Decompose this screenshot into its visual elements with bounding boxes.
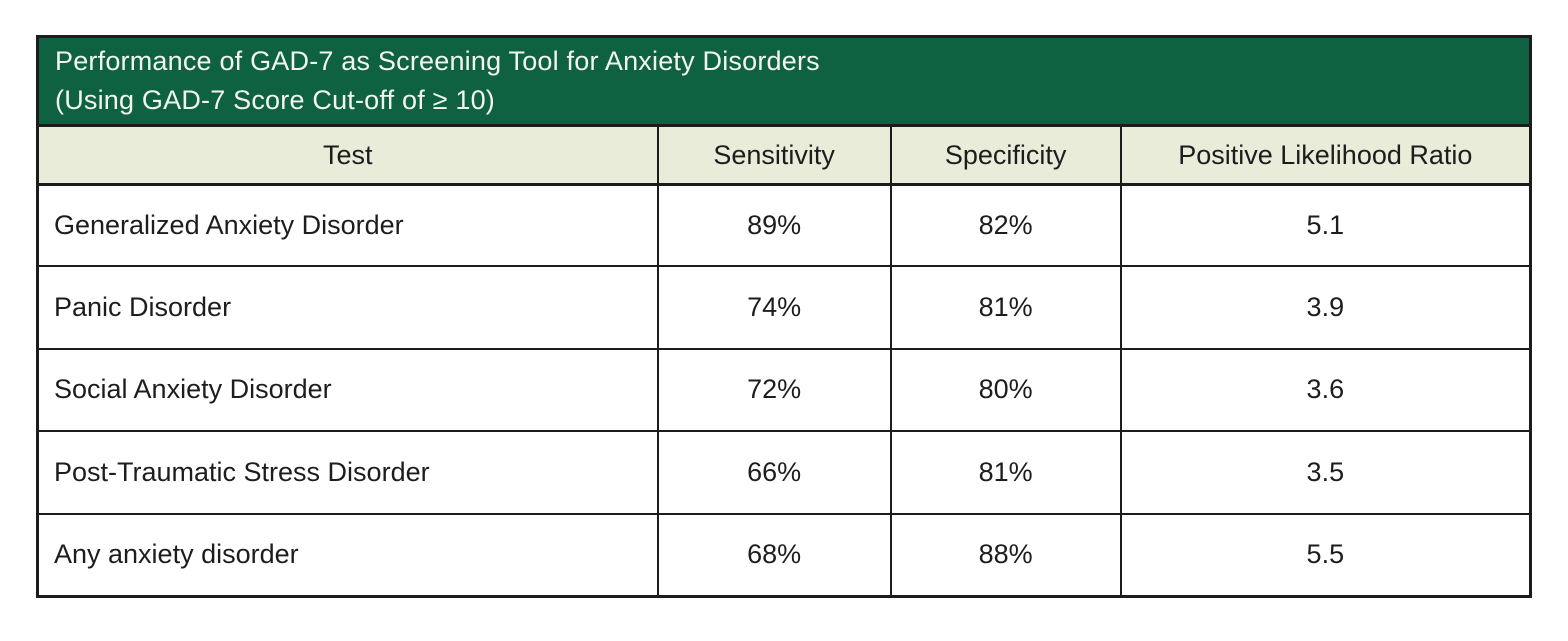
table-cell-test: Post-Traumatic Stress Disorder	[39, 430, 657, 513]
table-cell-specificity: 80%	[889, 347, 1120, 431]
table-grid: Test Sensitivity Specificity Positive Li…	[39, 127, 1529, 595]
table-cell-specificity: 88%	[889, 512, 1120, 595]
table-cell-sensitivity: 74%	[656, 265, 890, 348]
gad7-performance-table: Performance of GAD-7 as Screening Tool f…	[36, 35, 1532, 598]
table-cell-sensitivity: 72%	[656, 347, 890, 431]
table-cell-test: Social Anxiety Disorder	[39, 347, 657, 431]
table-cell-specificity: 81%	[889, 265, 1120, 348]
column-header-test: Test	[39, 127, 657, 183]
table-cell-specificity: 82%	[889, 183, 1120, 266]
column-header-sensitivity: Sensitivity	[656, 127, 890, 183]
table-cell-sensitivity: 89%	[656, 183, 890, 266]
table-cell-sensitivity: 66%	[656, 430, 890, 513]
table-cell-specificity: 81%	[889, 430, 1120, 513]
table-title-band: Performance of GAD-7 as Screening Tool f…	[39, 38, 1529, 127]
column-header-positive-likelihood-ratio: Positive Likelihood Ratio	[1119, 127, 1529, 183]
table-title-line1: Performance of GAD-7 as Screening Tool f…	[55, 46, 820, 76]
table-cell-test: Any anxiety disorder	[39, 512, 657, 595]
table-cell-plr: 3.6	[1119, 347, 1529, 431]
table-cell-plr: 3.5	[1119, 430, 1529, 513]
table-title-line2: (Using GAD-7 Score Cut-off of ≥ 10)	[55, 85, 495, 115]
table-cell-test: Generalized Anxiety Disorder	[39, 183, 657, 266]
column-header-specificity: Specificity	[889, 127, 1120, 183]
table-cell-sensitivity: 68%	[656, 512, 890, 595]
table-cell-plr: 3.9	[1119, 265, 1529, 348]
table-cell-plr: 5.1	[1119, 183, 1529, 266]
table-cell-test: Panic Disorder	[39, 265, 657, 348]
table-cell-plr: 5.5	[1119, 512, 1529, 595]
